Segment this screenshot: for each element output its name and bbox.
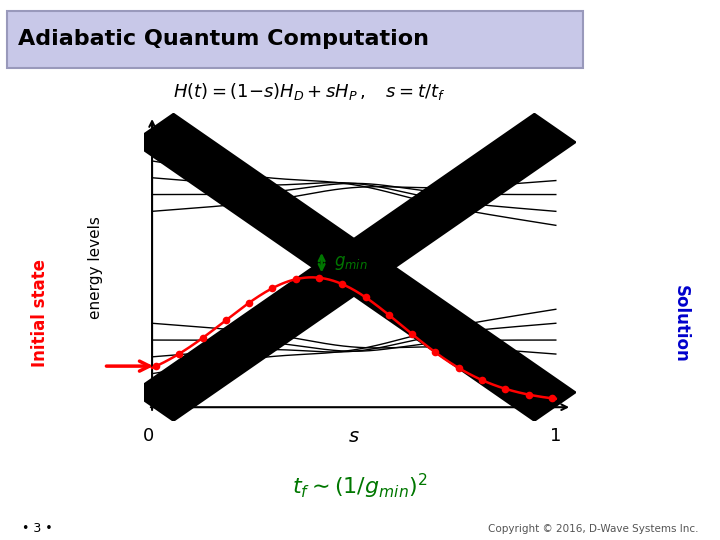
Text: Copyright © 2016, D-Wave Systems Inc.: Copyright © 2016, D-Wave Systems Inc. [488, 524, 698, 534]
Text: energy levels: energy levels [88, 216, 103, 319]
Text: $s$: $s$ [348, 427, 360, 446]
Text: Initial state: Initial state [30, 259, 49, 367]
Polygon shape [130, 112, 577, 422]
Text: Adiabatic Quantum Computation: Adiabatic Quantum Computation [18, 29, 429, 50]
Text: $g_{min}$: $g_{min}$ [334, 254, 367, 273]
Polygon shape [130, 112, 577, 422]
Text: Solution: Solution [671, 285, 690, 363]
Text: $t_f \sim (1/g_{min})^2$: $t_f \sim (1/g_{min})^2$ [292, 471, 428, 501]
Text: • 3 •: • 3 • [22, 522, 53, 535]
Text: 1: 1 [550, 427, 562, 445]
Text: 0: 0 [143, 427, 153, 445]
Text: $H(t) = (1{-}s)H_D + sH_P\,,$   $s = t/t_f$: $H(t) = (1{-}s)H_D + sH_P\,,$ $s = t/t_f… [173, 82, 446, 102]
